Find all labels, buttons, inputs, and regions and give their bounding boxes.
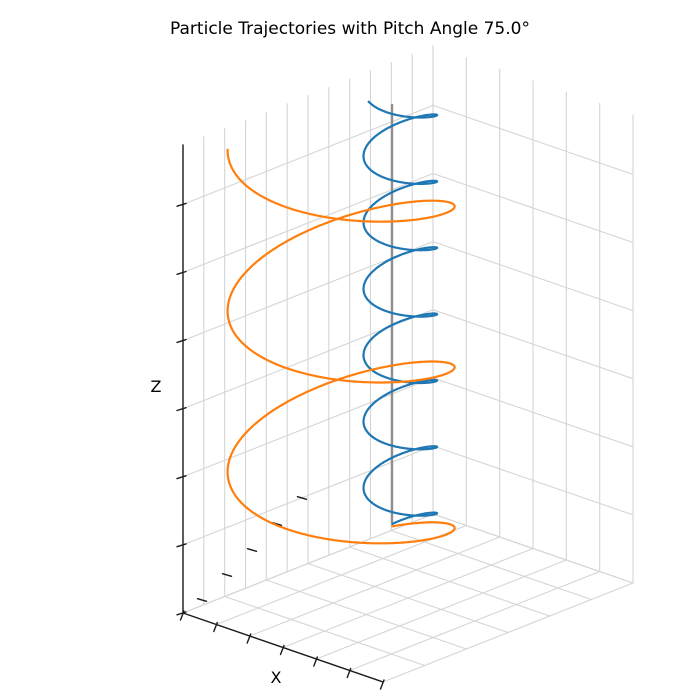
z-axis-tick bbox=[176, 338, 187, 344]
z-axis-tick bbox=[176, 202, 187, 207]
y-axis-tick bbox=[196, 598, 208, 602]
x-axis-tick bbox=[313, 656, 318, 667]
z-axis-tick bbox=[176, 270, 187, 275]
helix-particle-1-blue-small-gyroradius bbox=[362, 100, 439, 526]
series-particle-2-orange-large-gyroradius bbox=[226, 148, 456, 545]
x-axis-tick bbox=[346, 667, 352, 679]
y-axis-tick bbox=[296, 496, 308, 500]
x-axis-label: X bbox=[270, 668, 282, 687]
x-axis-tick bbox=[179, 610, 185, 621]
chart-title: Particle Trajectories with Pitch Angle 7… bbox=[170, 19, 530, 39]
z-axis-label: Z bbox=[150, 377, 162, 396]
x-axis-tick bbox=[379, 679, 385, 690]
x-axis-tick bbox=[246, 633, 252, 644]
helix-particle-2-orange-large-gyroradius bbox=[226, 148, 456, 545]
z-axis-tick bbox=[176, 611, 187, 616]
y-axis-tick bbox=[221, 573, 233, 577]
axes bbox=[176, 144, 385, 690]
x-axis-tick bbox=[279, 644, 285, 656]
series-particle-1-blue-small-gyroradius bbox=[362, 100, 439, 526]
x-axis-tick bbox=[213, 621, 219, 633]
z-axis-tick bbox=[176, 475, 187, 480]
y-axis-tick bbox=[246, 548, 258, 552]
z-axis-tick bbox=[176, 407, 187, 412]
z-axis-tick bbox=[176, 543, 187, 548]
